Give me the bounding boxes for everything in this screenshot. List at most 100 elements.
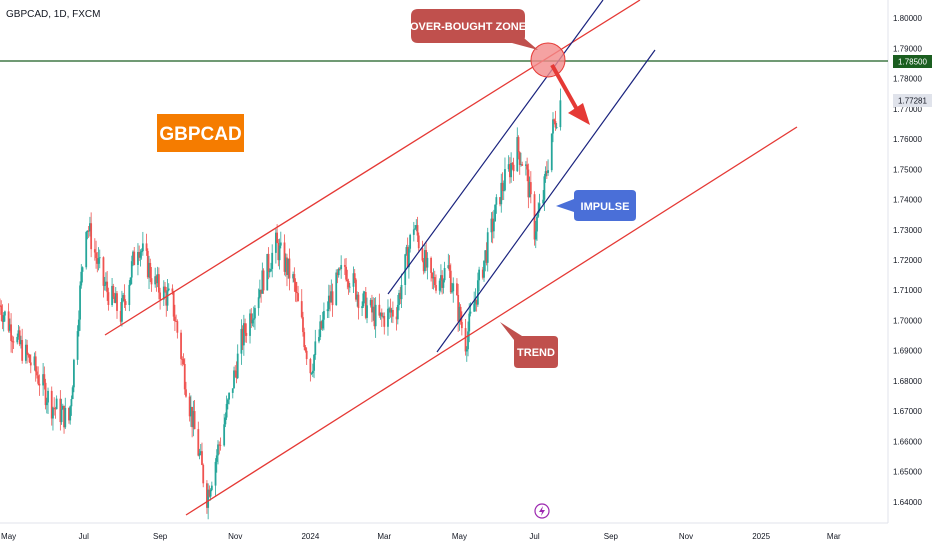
candle [217, 440, 219, 465]
candle [544, 166, 547, 183]
candle [102, 256, 105, 298]
candle [240, 319, 243, 365]
candle [266, 253, 269, 291]
candle [76, 325, 79, 365]
candle [198, 448, 201, 460]
price-tick-label: 1.69000 [893, 347, 922, 356]
candle [520, 152, 522, 167]
candle [214, 458, 217, 496]
candle [441, 270, 444, 295]
candle [128, 280, 131, 312]
candle [231, 388, 234, 399]
candle [202, 463, 205, 488]
candle [173, 304, 176, 332]
candle [294, 278, 297, 302]
overbought-label: OVER-BOUGHT ZONE [410, 21, 526, 33]
candle [61, 403, 64, 410]
candle [383, 312, 386, 335]
annotation-trend-box[interactable]: TREND [500, 322, 558, 368]
candle [86, 230, 89, 240]
candle [4, 310, 6, 322]
candle [87, 225, 90, 238]
annotation-impulse-box[interactable]: IMPULSE [556, 190, 636, 221]
time-tick-label: Mar [827, 532, 841, 541]
time-axis[interactable]: May Jul Sep Nov 2024 Mar May Jul Sep Nov 2025 Mar [1, 532, 841, 541]
candle [380, 308, 383, 327]
candle [183, 358, 186, 395]
candle [241, 325, 244, 350]
candle [210, 481, 213, 492]
candle [300, 289, 303, 319]
candle [234, 365, 237, 378]
candle [164, 281, 166, 293]
candle [123, 284, 126, 308]
candle [398, 289, 400, 311]
candle [155, 274, 158, 292]
candle [193, 400, 196, 430]
candle [412, 221, 415, 242]
candle [36, 366, 38, 379]
candle [431, 272, 434, 290]
annotation-symbol-box[interactable]: GBPCAD [157, 114, 244, 152]
candle [391, 301, 394, 324]
candle [208, 485, 211, 498]
candle [129, 277, 132, 286]
candle [361, 301, 363, 316]
price-tick-label: 1.77000 [893, 105, 922, 114]
candle [42, 363, 45, 396]
candle [2, 312, 5, 332]
candle [225, 395, 228, 420]
trend-lower-line[interactable] [185, 126, 798, 516]
candle [270, 262, 272, 272]
candle [172, 291, 175, 321]
candle [483, 260, 485, 282]
candle [355, 278, 357, 302]
price-axis[interactable]: 1.80000 1.79000 1.78000 1.77000 1.76000 1.750… [893, 14, 922, 507]
candle [309, 357, 312, 382]
candle [139, 249, 142, 267]
candle [166, 279, 169, 312]
drawing-layer[interactable] [0, 0, 888, 516]
candle [132, 250, 134, 267]
candle [140, 248, 143, 260]
candle [302, 311, 304, 337]
price-badge-level[interactable]: 1.78500 [893, 55, 932, 68]
candle [122, 292, 125, 303]
candle [96, 252, 99, 273]
impulse-upper-line[interactable] [387, 0, 604, 295]
candle [0, 300, 3, 322]
candle [97, 247, 100, 271]
candle [491, 211, 494, 244]
candle [399, 287, 402, 305]
lightning-icon[interactable] [534, 503, 550, 519]
impulse-label: IMPULSE [581, 201, 630, 213]
candle [481, 266, 484, 280]
price-badge-last[interactable]: 1.77281 [893, 94, 932, 107]
symbol-label: GBPCAD [159, 124, 241, 145]
candle [233, 366, 235, 389]
candle [502, 180, 505, 201]
candle [476, 272, 479, 307]
candle [459, 304, 462, 325]
time-tick-label: 2024 [301, 532, 319, 541]
candle [188, 392, 191, 422]
time-tick-label: May [452, 532, 467, 541]
candle [159, 287, 162, 310]
candle [79, 281, 81, 331]
candle [284, 253, 287, 277]
candle [141, 231, 144, 256]
candle [409, 233, 412, 253]
candle [340, 255, 343, 279]
candle [288, 248, 291, 291]
candle [396, 294, 399, 325]
candle [310, 372, 313, 376]
impulse-lower-line[interactable] [436, 49, 656, 353]
candle [311, 363, 314, 378]
candle [224, 412, 227, 428]
candle [323, 302, 325, 331]
candle [343, 258, 346, 275]
overbought-circle[interactable] [530, 42, 566, 78]
annotation-overbought-box[interactable]: OVER-BOUGHT ZONE [410, 9, 538, 50]
